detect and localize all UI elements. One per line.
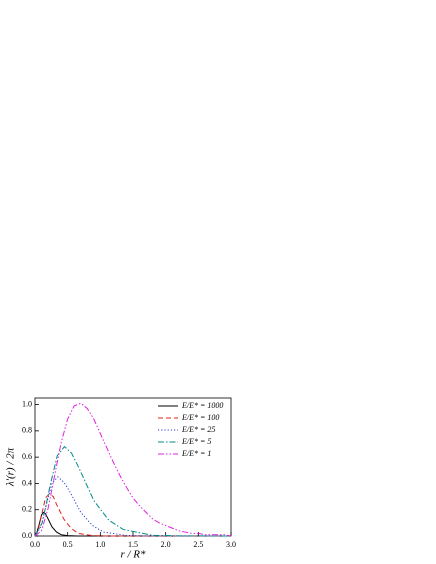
y-tick-label: 0.8 xyxy=(22,426,32,435)
x-tick-label: 3.0 xyxy=(226,540,236,549)
y-tick-label: 0.0 xyxy=(22,531,32,540)
y-tick-label: 0.6 xyxy=(22,452,32,461)
legend-label: E/E* = 25 xyxy=(181,425,215,434)
x-tick-label: 2.0 xyxy=(161,540,171,549)
y-axis-label: λ'(r) / 2π xyxy=(5,447,17,487)
x-tick-label: 1.5 xyxy=(128,540,138,549)
x-tick-label: 0.5 xyxy=(63,540,73,549)
y-tick-label: 1.0 xyxy=(22,399,32,408)
y-tick-label: 0.4 xyxy=(22,478,32,487)
legend-label: E/E* = 5 xyxy=(181,437,211,446)
line-series xyxy=(34,402,232,537)
legend-label: E/E* = 100 xyxy=(181,413,219,422)
line-series xyxy=(34,493,231,537)
x-tick-label: 2.5 xyxy=(193,540,203,549)
x-tick-label: 0.0 xyxy=(30,540,40,549)
x-tick-label: 1.0 xyxy=(95,540,105,549)
y-tick-label: 0.2 xyxy=(22,505,32,514)
line-series xyxy=(34,445,232,537)
line-series xyxy=(34,511,231,537)
x-axis-label: r / R* xyxy=(120,549,146,561)
legend-label: E/E* = 1 xyxy=(181,449,211,458)
line-series xyxy=(34,476,231,537)
legend-label: E/E* = 1000 xyxy=(181,401,223,410)
